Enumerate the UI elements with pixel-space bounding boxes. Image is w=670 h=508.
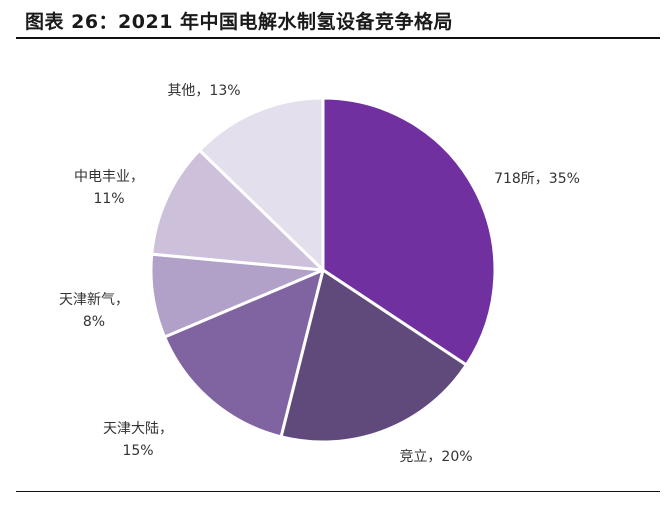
pie-label-line: 11% [93,191,124,207]
pie-label-1: 718所，35% [494,171,580,187]
pie-label-2: 竞立，20% [399,448,472,465]
pie-label-5: 中电丰业， 11% [74,169,144,207]
pie-slice-6 [198,96,325,272]
pie-labels: 718所，35% 竞立，20% 天津大陆， 15% 天津新气， 8% 中电丰业， 11% 其他，… [59,83,580,465]
pie-label-6: 其他，13% [167,83,240,99]
pie-label-line: 竞立，20% [399,448,472,465]
pie-label-line: 天津新气， [59,292,129,308]
pie-slice-2 [279,268,468,444]
pie-slice-3 [163,268,325,439]
pie-label-line: 15% [122,443,153,459]
pie-label-line: 中电丰业， [74,169,144,185]
pie-label-4: 天津新气， 8% [59,292,129,330]
pie-label-3: 天津大陆， 15% [103,421,173,459]
figure-title: 图表 26：2021 年中国电解水制氢设备竞争格局 [25,11,454,33]
pie-slice-5 [150,148,325,272]
pie-label-line: 718所，35% [494,171,580,187]
title-rule [16,37,660,39]
pie-label-line: 天津大陆， [103,421,173,437]
pie-label-line: 其他，13% [167,83,240,99]
pie-slices [149,96,497,444]
bottom-rule [16,491,660,492]
pie-label-line: 8% [83,314,105,330]
